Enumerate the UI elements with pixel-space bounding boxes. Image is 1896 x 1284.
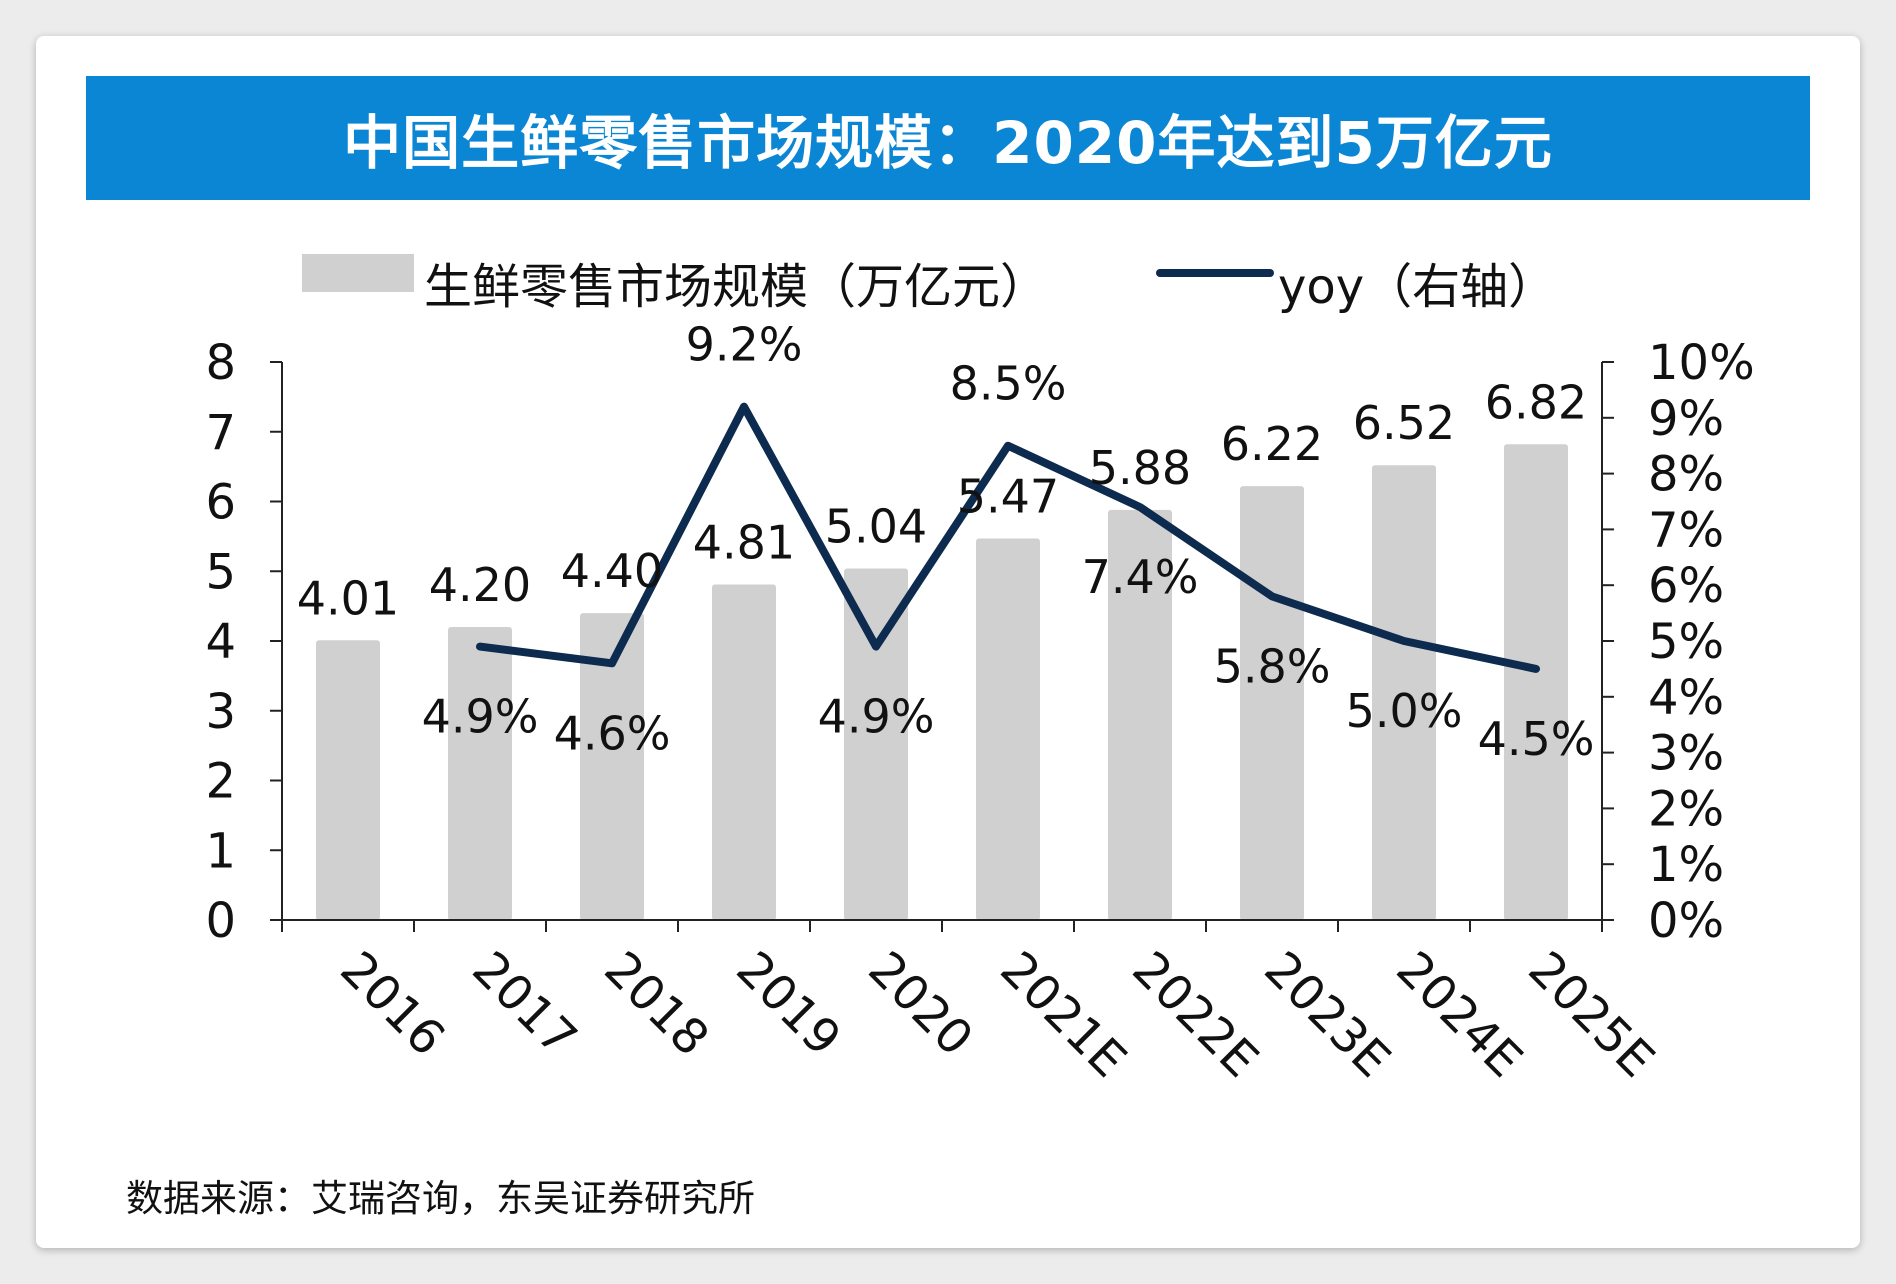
title-banner: 中国生鲜零售市场规模：2020年达到5万亿元 [86,76,1810,200]
bar-2021E [976,538,1040,920]
right-tick-label: 4% [1648,670,1724,726]
bar-value-label: 6.82 [1485,375,1587,429]
left-tick-label: 5 [205,544,236,600]
bar-2020 [844,568,908,920]
right-tick-label: 7% [1648,502,1724,558]
bar-value-label: 6.52 [1353,396,1455,450]
bar-value-label: 5.88 [1089,441,1191,495]
bar-2016 [316,640,380,920]
yoy-value-label: 4.9% [422,690,539,744]
bar-2024E [1372,465,1436,920]
left-tick-label: 2 [205,754,236,810]
bar-value-label: 6.22 [1221,417,1323,471]
right-tick-label: 5% [1648,614,1724,670]
right-tick-label: 0% [1648,893,1724,949]
legend-label-bar: 生鲜零售市场规模（万亿元） [424,259,1048,315]
right-tick-label: 9% [1648,391,1724,447]
right-tick-label: 3% [1648,726,1724,782]
x-tick-label-2020: 2020 [858,941,984,1067]
yoy-value-label: 4.5% [1478,712,1595,766]
bar-2018 [580,613,644,920]
left-tick-label: 1 [205,823,236,879]
yoy-value-label: 4.9% [818,690,935,744]
yoy-value-label: 7.4% [1082,550,1199,604]
yoy-value-label: 8.5% [950,357,1067,411]
left-tick-label: 4 [205,614,236,670]
right-tick-label: 10% [1648,335,1755,391]
bar-2022E [1108,509,1172,920]
bar-value-label: 4.01 [297,571,399,625]
x-tick-label-2024E: 2024E [1386,941,1533,1088]
yoy-value-label: 5.0% [1346,684,1463,738]
x-tick-label-2023E: 2023E [1254,941,1401,1088]
x-tick-label-2025E: 2025E [1518,941,1665,1088]
legend-label-line: yoy（右轴） [1278,259,1556,315]
chart-title: 中国生鲜零售市场规模：2020年达到5万亿元 [343,109,1553,177]
x-tick-label-2016: 2016 [330,941,456,1067]
bar-value-label: 4.20 [429,558,531,612]
left-tick-label: 8 [205,335,236,391]
bar-value-label: 5.47 [957,469,1059,523]
bar-value-label: 4.81 [693,516,795,570]
x-tick-label-2022E: 2022E [1122,941,1269,1088]
bar-2025E [1504,444,1568,920]
left-tick-label: 7 [205,405,236,461]
yoy-value-label: 5.8% [1214,639,1331,693]
data-source-note: 数据来源：艾瑞咨询，东吴证券研究所 [126,1177,755,1220]
bar-2017 [448,627,512,920]
x-tick-label-2019: 2019 [726,941,852,1067]
right-tick-label: 1% [1648,837,1724,893]
right-tick-label: 8% [1648,447,1724,503]
yoy-line [476,402,1540,673]
yoy-value-label: 9.2% [686,318,803,372]
yoy-value-label: 4.6% [554,706,671,760]
left-tick-label: 6 [205,475,236,531]
right-tick-label: 6% [1648,558,1724,614]
bar-2023E [1240,486,1304,920]
bar-2019 [712,584,776,920]
x-tick-label-2017: 2017 [462,941,588,1067]
bar-value-label: 5.04 [825,499,927,553]
legend-swatch-bar [302,254,414,292]
left-tick-label: 3 [205,684,236,740]
x-tick-label-2018: 2018 [594,941,720,1067]
left-tick-label: 0 [205,893,236,949]
x-tick-label-2021E: 2021E [990,941,1137,1088]
right-tick-label: 2% [1648,781,1724,837]
bar-value-label: 4.40 [561,544,663,598]
